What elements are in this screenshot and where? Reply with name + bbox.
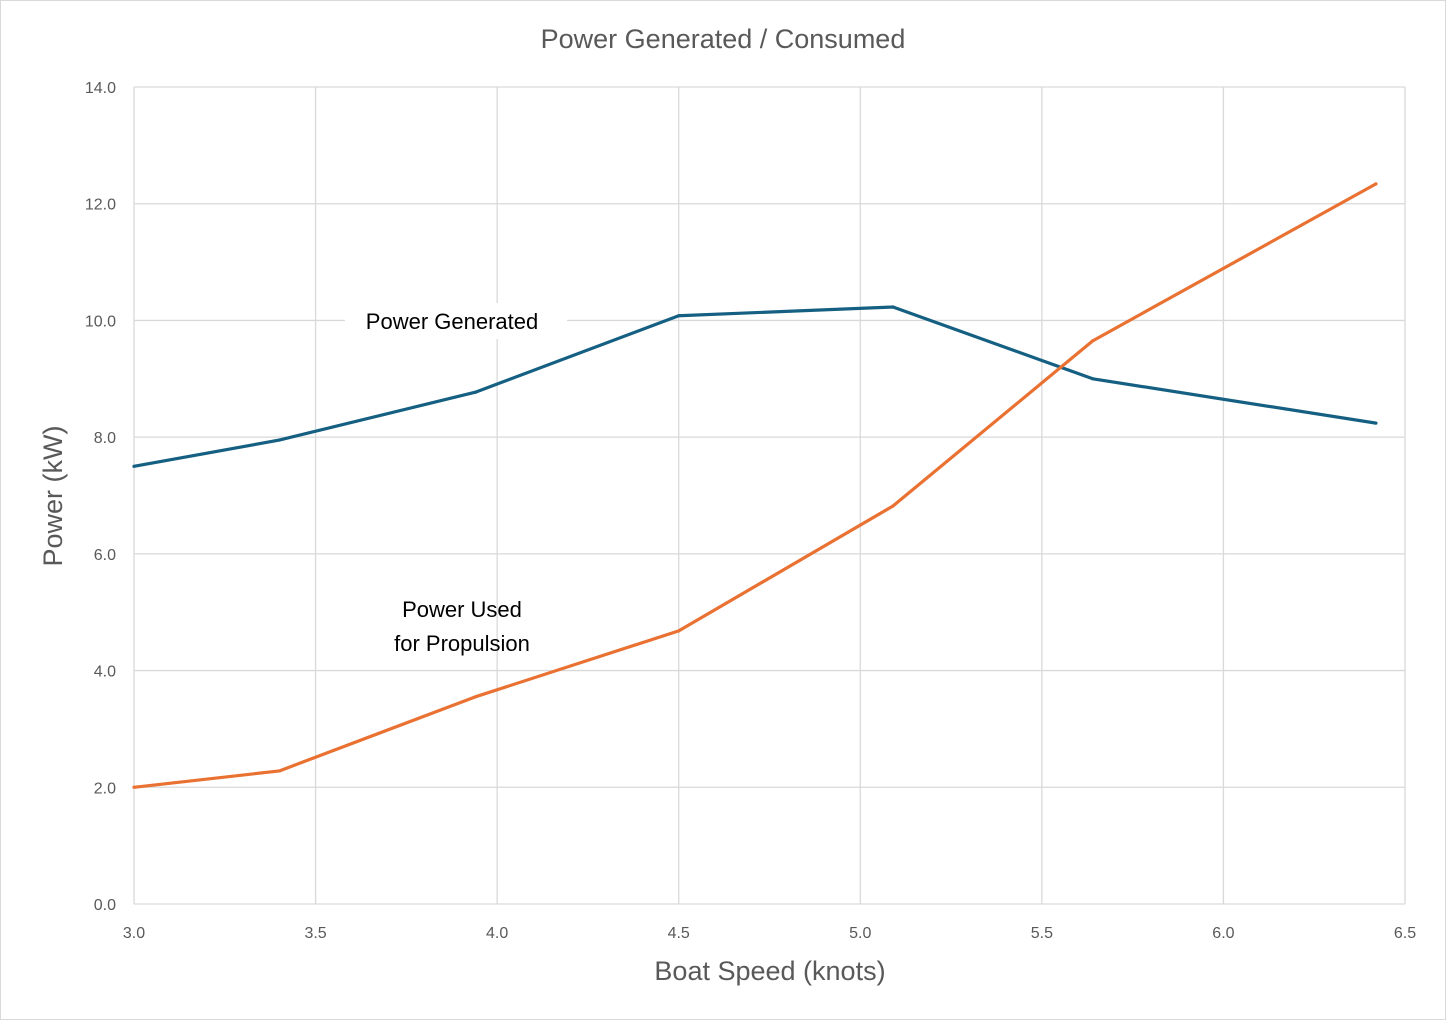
data-point (132, 785, 136, 789)
data-point (277, 438, 281, 442)
data-point (677, 314, 681, 318)
data-point (277, 769, 281, 773)
data-point (891, 504, 895, 508)
data-point (473, 695, 477, 699)
y-tick-label: 8.0 (94, 430, 116, 447)
annotation-background (345, 303, 567, 339)
y-tick-label: 12.0 (85, 197, 116, 214)
tick-labels: 3.0 3.5 4.0 4.5 5.0 5.5 6.0 6.5 0.0 2.0 4.0 6.0 8.0 1… (85, 80, 1416, 942)
y-tick-label: 14.0 (85, 80, 116, 97)
data-point (677, 629, 681, 633)
data-point (891, 305, 895, 309)
x-tick-label: 4.5 (668, 925, 690, 942)
x-tick-label: 6.0 (1212, 925, 1234, 942)
data-point (1374, 182, 1378, 186)
series-lines (132, 182, 1378, 789)
y-tick-label: 2.0 (94, 780, 116, 797)
data-point (132, 464, 136, 468)
y-tick-label: 10.0 (85, 313, 116, 330)
x-tick-label: 6.5 (1394, 925, 1416, 942)
x-tick-label: 5.5 (1031, 925, 1053, 942)
series-line-power-generated (133, 305, 1377, 468)
y-tick-label: 0.0 (94, 897, 116, 914)
series-line-power-used (133, 182, 1377, 789)
x-tick-label: 4.0 (486, 925, 508, 942)
y-axis-label: Power (kW) (38, 426, 68, 567)
annotation-power-generated: Power Generated (366, 309, 538, 334)
x-axis-label: Boat Speed (knots) (654, 956, 885, 986)
data-point (473, 390, 477, 394)
data-point (1091, 377, 1095, 381)
y-tick-label: 4.0 (94, 664, 116, 681)
y-tick-label: 6.0 (94, 547, 116, 564)
data-point (1374, 421, 1378, 425)
annotation-power-used-line1: Power Used (402, 597, 522, 622)
chart-title: Power Generated / Consumed (541, 24, 906, 54)
x-tick-label: 5.0 (849, 925, 871, 942)
gridlines (133, 86, 1406, 905)
annotation-power-used-line2: for Propulsion (394, 631, 530, 656)
data-point (1091, 339, 1095, 343)
x-tick-label: 3.5 (304, 925, 326, 942)
x-tick-label: 3.0 (123, 925, 145, 942)
